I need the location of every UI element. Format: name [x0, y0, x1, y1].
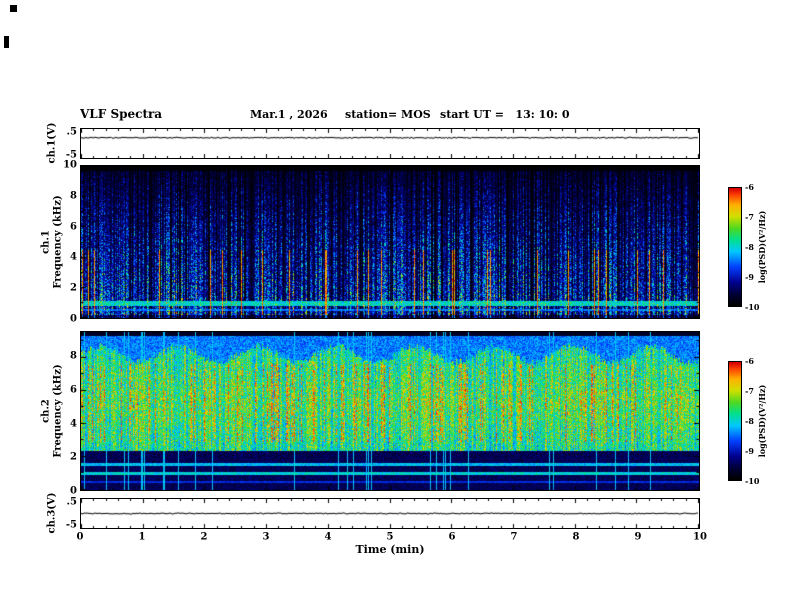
- ch1-spectrogram-panel: [80, 165, 700, 319]
- colorbar-tick-label: -10: [745, 476, 760, 486]
- ch2-spectrogram-panel: [80, 331, 700, 491]
- ch1-spectrogram-canvas: [81, 166, 699, 318]
- ch2-colorbar-canvas: [729, 362, 741, 480]
- ch1-voltage-ytick-top: .5: [66, 126, 77, 138]
- scan-artifact-mark-1: [10, 5, 17, 12]
- colorbar-tick-label: -8: [745, 416, 754, 426]
- x-axis-tick-label: 4: [324, 531, 332, 543]
- x-axis-tick-label: 7: [510, 531, 518, 543]
- x-axis-tick-label: 10: [693, 531, 707, 543]
- ch2-spectrogram-ytick-label: 4: [70, 418, 77, 430]
- ch2-spectrogram-ytick-label: 6: [70, 384, 77, 396]
- colorbar-tick-label: -7: [745, 386, 754, 396]
- ch1-voltage-trace-canvas: [81, 129, 699, 158]
- ch3-voltage-ytick-bottom: -5: [65, 519, 77, 531]
- colorbar-tick-label: -9: [745, 446, 754, 456]
- colorbar-tick-label: -10: [745, 302, 760, 312]
- ch1-voltage-panel: [80, 128, 700, 159]
- x-axis-tick-label: 8: [572, 531, 580, 543]
- ch1-spectrogram-ytick-label: 10: [63, 159, 77, 171]
- x-axis-tick-label: 5: [386, 531, 394, 543]
- figure-station: station= MOS: [345, 108, 431, 121]
- ch1-voltage-ytick-bottom: -5: [65, 149, 77, 161]
- ch1-spectrogram-ytick-label: 0: [70, 313, 77, 325]
- colorbar-tick-label: -9: [745, 272, 754, 282]
- ch1-spectrogram-ytick-label: 4: [70, 251, 77, 263]
- ch2-spectrogram-ytick-label: 0: [70, 485, 77, 497]
- colorbar-tick-label: -7: [745, 212, 754, 222]
- ch2-spectrogram-ytick-label: 8: [70, 350, 77, 362]
- figure-start-ut: start UT = 13: 10: 0: [440, 108, 570, 121]
- ch2-spectrogram-canvas: [81, 332, 699, 490]
- x-axis-label: Time (min): [355, 543, 425, 556]
- scan-artifact-mark-2: [4, 36, 9, 48]
- colorbar-tick-label: -8: [745, 242, 754, 252]
- x-axis-tick-label: 3: [262, 531, 270, 543]
- ch1-colorbar-canvas: [729, 188, 741, 306]
- x-axis-tick-label: 0: [76, 531, 84, 543]
- figure-date: Mar.1 , 2026: [250, 108, 328, 121]
- ch1-spectrogram-ytick-label: 6: [70, 221, 77, 233]
- ch1-colorbar: [728, 187, 742, 307]
- x-axis-tick-label: 9: [634, 531, 642, 543]
- ch3-voltage-trace-canvas: [81, 499, 699, 528]
- x-axis-tick-label: 2: [200, 531, 208, 543]
- ch1-spectrogram-ytick-label: 8: [70, 190, 77, 202]
- ch3-voltage-panel: [80, 498, 700, 529]
- colorbar-tick-label: -6: [745, 182, 754, 192]
- ch3-voltage-ytick-top: .5: [66, 496, 77, 508]
- colorbar-tick-label: -6: [745, 356, 754, 366]
- figure-title: VLF Spectra: [80, 107, 163, 121]
- ch2-spectrogram-ytick-label: 2: [70, 451, 77, 463]
- ch2-colorbar: [728, 361, 742, 481]
- x-axis-tick-label: 6: [448, 531, 456, 543]
- x-axis-tick-label: 1: [138, 531, 146, 543]
- ch1-spectrogram-ytick-label: 2: [70, 282, 77, 294]
